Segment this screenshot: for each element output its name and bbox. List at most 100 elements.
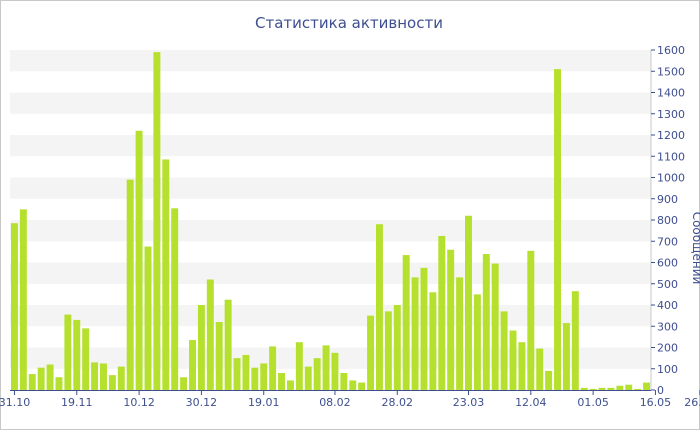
y-tick-label: 1300	[657, 108, 685, 121]
bar	[162, 159, 170, 390]
bar	[393, 305, 401, 390]
bar	[447, 249, 455, 390]
y-tick-label: 500	[657, 278, 678, 291]
bar	[269, 346, 277, 390]
bar	[589, 388, 597, 390]
y-tick-label: 1500	[657, 65, 685, 78]
bar	[126, 179, 134, 390]
x-tick-label: 23.03	[453, 396, 485, 409]
grid-band	[10, 50, 651, 72]
y-tick-label: 200	[657, 342, 678, 355]
x-tick-label: 01.05	[577, 396, 609, 409]
bar	[144, 246, 152, 390]
bar	[616, 385, 624, 390]
bar	[500, 311, 508, 390]
y-tick-label: 400	[657, 299, 678, 312]
bar	[384, 311, 392, 390]
bar	[420, 267, 428, 390]
grid-band	[10, 347, 651, 369]
bar	[402, 255, 410, 390]
bar	[571, 291, 579, 390]
bar	[55, 377, 63, 390]
bar	[482, 254, 490, 390]
bar	[491, 263, 499, 390]
y-tick-label: 1000	[657, 172, 685, 185]
bar	[46, 364, 54, 390]
bar	[509, 330, 517, 390]
y-axis-label: Сообщений	[690, 212, 700, 285]
bar	[215, 322, 223, 390]
y-tick-label: 1200	[657, 129, 685, 142]
grid-band	[10, 262, 651, 284]
bar	[224, 299, 232, 390]
bar	[28, 374, 36, 390]
grid-band	[10, 135, 651, 157]
bar	[153, 52, 161, 390]
bar	[73, 319, 81, 390]
x-tick-label: 26.05	[684, 396, 700, 409]
bar	[411, 277, 419, 390]
bar	[545, 370, 553, 390]
x-tick-label: 08.02	[319, 396, 351, 409]
bar	[117, 366, 125, 390]
bar	[456, 277, 464, 390]
bar	[340, 373, 348, 390]
bar	[171, 208, 179, 390]
bar	[358, 382, 366, 390]
y-tick-label: 600	[657, 257, 678, 270]
bar	[91, 362, 99, 390]
bar	[598, 387, 606, 390]
bar	[19, 209, 27, 390]
bar	[438, 235, 446, 390]
x-tick-label: 28.02	[382, 396, 414, 409]
bar	[580, 387, 588, 390]
bar	[518, 342, 526, 390]
x-tick-label: 12.04	[515, 396, 547, 409]
y-tick-label: 1400	[657, 87, 685, 100]
bar	[304, 366, 312, 390]
y-tick-label: 700	[657, 235, 678, 248]
bar	[554, 69, 561, 390]
y-tick-label: 300	[657, 320, 678, 333]
bar	[322, 345, 330, 390]
bar	[189, 340, 196, 390]
bar	[233, 358, 241, 390]
bar	[527, 250, 535, 390]
bar	[10, 223, 18, 390]
bar	[135, 130, 143, 390]
bar	[349, 380, 357, 390]
bar	[465, 215, 472, 390]
x-tick-label: 16.05	[640, 396, 672, 409]
bar	[634, 388, 642, 390]
x-tick-label: 19.01	[248, 396, 280, 409]
bar	[82, 328, 90, 390]
bar	[108, 375, 116, 390]
chart-title: Статистика активности	[255, 14, 443, 32]
bar	[286, 380, 294, 390]
bar	[206, 279, 214, 390]
bar	[643, 382, 651, 390]
bar	[536, 348, 544, 390]
bar	[607, 387, 615, 390]
bar	[331, 352, 339, 390]
bar	[242, 354, 250, 390]
bar	[180, 377, 188, 390]
bar	[367, 315, 375, 390]
y-tick-label: 900	[657, 193, 678, 206]
bar	[313, 358, 321, 390]
y-tick-label: 1600	[657, 44, 685, 57]
bar	[473, 294, 481, 390]
bar	[562, 323, 570, 390]
bar	[100, 363, 107, 390]
grid-band	[10, 220, 651, 242]
bar	[429, 292, 437, 390]
x-tick-label: 19.11	[61, 396, 93, 409]
bar	[251, 367, 259, 390]
grid-band	[10, 177, 651, 199]
y-tick-label: 0	[657, 384, 664, 397]
x-tick-label: 30.12	[186, 396, 218, 409]
bar	[64, 314, 72, 390]
grid-band	[10, 305, 651, 327]
bar	[260, 363, 268, 390]
